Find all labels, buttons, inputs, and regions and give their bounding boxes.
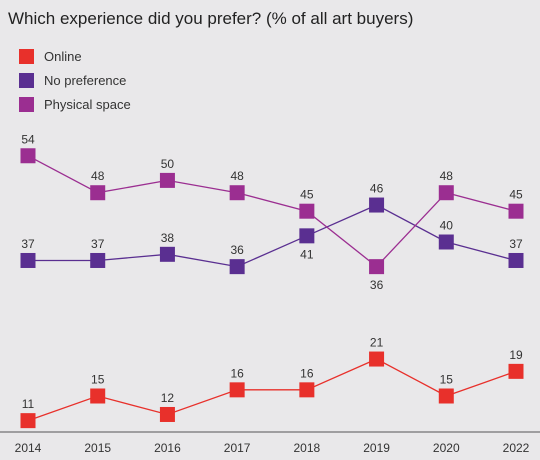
series-line-physical-space — [27, 155, 517, 268]
data-label-physical-space-2015: 48 — [91, 169, 105, 183]
data-point-no-preference-2018 — [299, 228, 315, 244]
legend-swatch-no-preference — [19, 72, 34, 88]
legend-item-no-preference: No preference — [19, 68, 131, 92]
x-tick-label-2015: 2015 — [84, 441, 111, 455]
legend: Online No preference Physical space — [19, 44, 131, 116]
x-tick-label-2018: 2018 — [294, 441, 321, 455]
x-tick-label-2016: 2016 — [154, 441, 181, 455]
data-point-physical-space-2015 — [90, 185, 106, 201]
data-label-online-2015: 15 — [91, 373, 105, 387]
data-point-physical-space-2022 — [508, 203, 524, 219]
data-label-no-preference-2019: 46 — [370, 182, 384, 196]
data-label-physical-space-2016: 50 — [161, 157, 175, 171]
data-point-physical-space-2016 — [159, 172, 175, 188]
data-label-no-preference-2017: 36 — [230, 243, 244, 257]
data-point-online-2016 — [159, 406, 175, 422]
data-point-no-preference-2017 — [229, 259, 245, 275]
x-tick-label-2020: 2020 — [433, 441, 460, 455]
data-label-online-2019: 21 — [370, 336, 384, 350]
x-tick-label-2017: 2017 — [224, 441, 251, 455]
data-label-no-preference-2022: 37 — [509, 237, 523, 251]
data-point-physical-space-2020 — [438, 185, 454, 201]
data-point-no-preference-2020 — [438, 234, 454, 250]
data-point-physical-space-2017 — [229, 185, 245, 201]
data-point-physical-space-2014 — [20, 148, 36, 164]
data-label-physical-space-2019: 36 — [370, 278, 384, 292]
data-label-online-2018: 16 — [300, 366, 314, 380]
x-tick-label-2019: 2019 — [363, 441, 390, 455]
data-label-physical-space-2018: 45 — [300, 188, 314, 202]
data-label-no-preference-2018: 41 — [300, 247, 314, 261]
data-point-online-2014 — [20, 413, 36, 429]
data-point-online-2022 — [508, 363, 524, 379]
data-label-no-preference-2014: 37 — [21, 237, 35, 251]
data-point-no-preference-2015 — [90, 252, 106, 268]
data-label-physical-space-2017: 48 — [230, 169, 244, 183]
data-point-physical-space-2019 — [369, 259, 385, 275]
data-label-online-2022: 19 — [509, 348, 523, 362]
data-label-physical-space-2014: 54 — [21, 132, 35, 146]
legend-swatch-physical-space — [19, 96, 34, 112]
data-point-physical-space-2018 — [299, 203, 315, 219]
data-label-online-2020: 15 — [440, 373, 454, 387]
legend-label-physical-space: Physical space — [44, 96, 131, 112]
x-tick-label-2022: 2022 — [503, 441, 530, 455]
series-line-no-preference — [28, 204, 517, 268]
data-point-online-2015 — [90, 388, 106, 404]
data-point-no-preference-2019 — [369, 197, 385, 213]
data-label-online-2016: 12 — [161, 391, 175, 405]
data-label-no-preference-2016: 38 — [161, 231, 175, 245]
data-label-no-preference-2015: 37 — [91, 237, 105, 251]
chart-title: Which experience did you prefer? (% of a… — [8, 9, 414, 28]
data-label-online-2014: 11 — [22, 397, 35, 411]
data-label-online-2017: 16 — [230, 366, 244, 380]
series-line-online — [27, 358, 517, 422]
data-point-online-2017 — [229, 382, 245, 398]
data-label-no-preference-2020: 40 — [440, 219, 454, 233]
data-label-physical-space-2020: 48 — [440, 169, 454, 183]
x-tick-label-2014: 2014 — [15, 441, 42, 455]
data-point-online-2019 — [369, 351, 385, 367]
data-label-physical-space-2022: 45 — [509, 188, 523, 202]
legend-item-physical-space: Physical space — [19, 92, 131, 116]
data-point-no-preference-2014 — [20, 252, 36, 268]
data-point-online-2018 — [299, 382, 315, 398]
legend-item-online: Online — [19, 44, 131, 68]
legend-label-online: Online — [44, 48, 82, 64]
legend-swatch-online — [19, 48, 34, 64]
legend-label-no-preference: No preference — [44, 72, 127, 88]
data-point-online-2020 — [438, 388, 454, 404]
data-point-no-preference-2022 — [508, 252, 524, 268]
data-point-no-preference-2016 — [159, 246, 175, 262]
